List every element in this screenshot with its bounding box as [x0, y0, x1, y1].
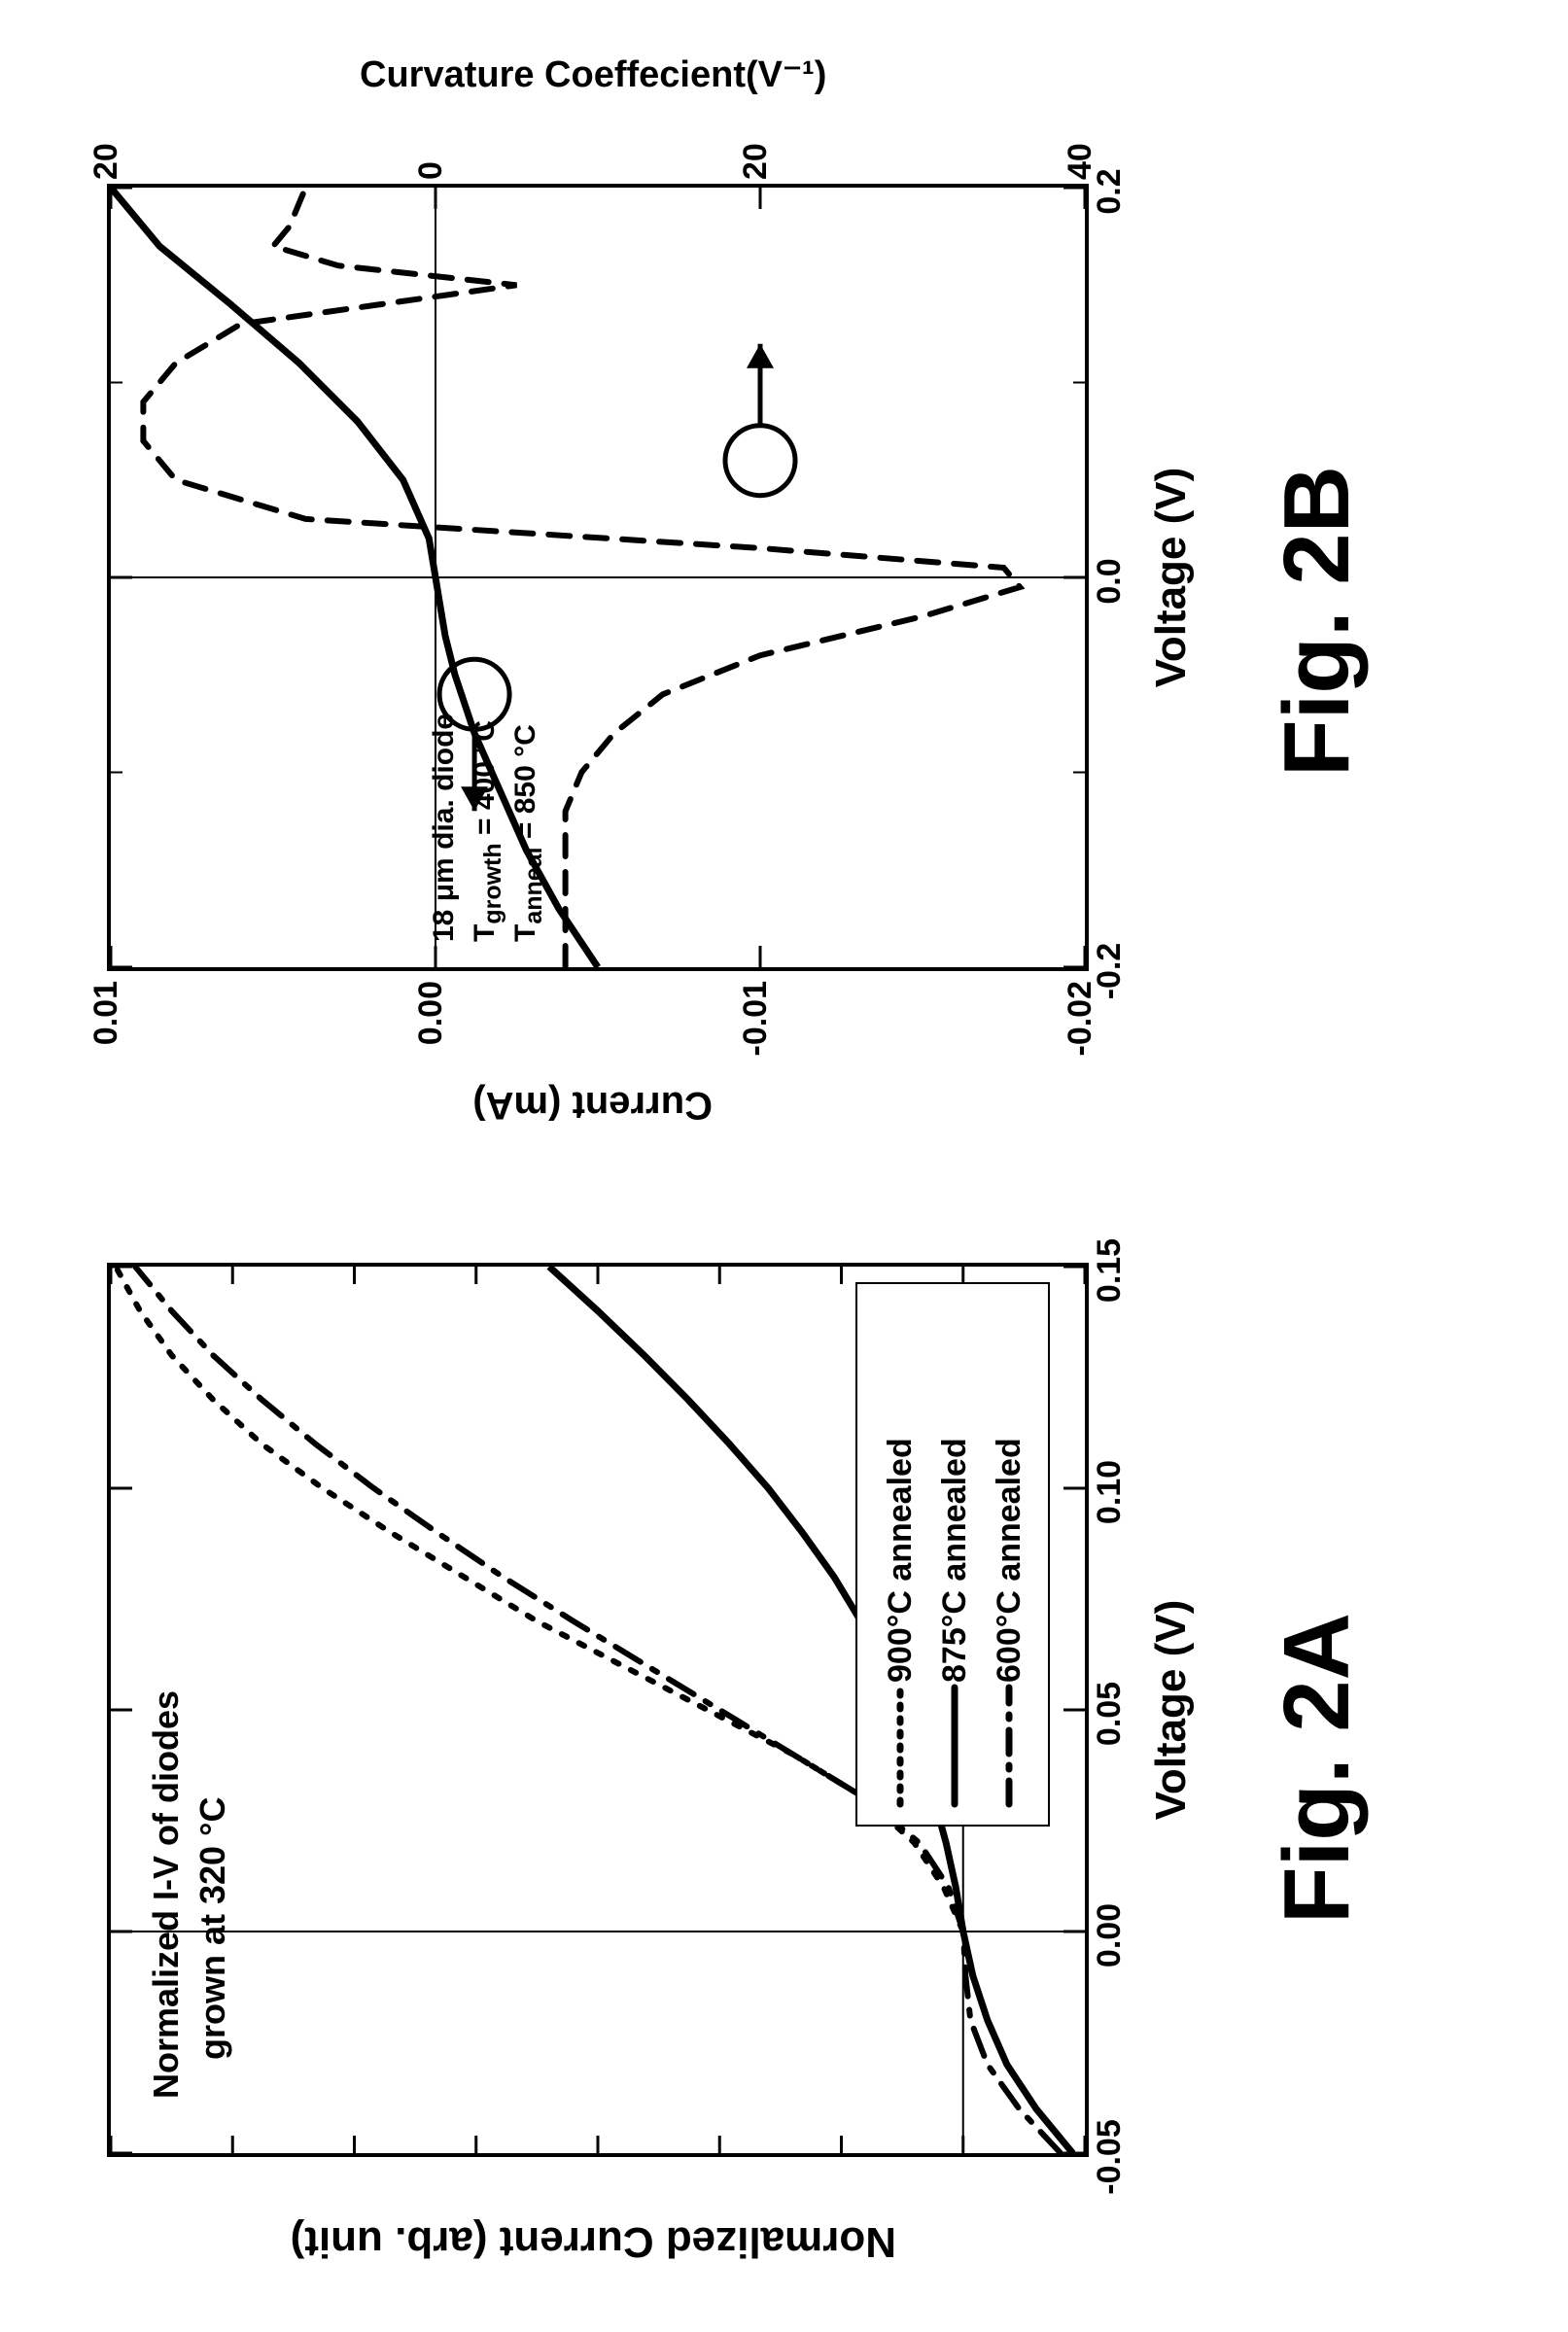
fig-2a-xlabel: Voltage (V) — [1147, 1263, 1196, 2157]
legend-row: 600°C annealed — [982, 1300, 1036, 1809]
fig-2b-note-line2: Tgrowth = 400 °C — [469, 720, 507, 942]
fig-2a-note-line1: Normalized I-V of diodes — [146, 1690, 187, 2099]
fig-2a-note-line2: grown at 320 °C — [192, 1797, 233, 2060]
fig-2a-ylabel: Normalized Current (arb. unit) — [156, 2217, 1030, 2266]
fig-2b-ytick-label-left: -0.01 — [737, 981, 775, 1078]
fig-2a-xtick-label: 0.10 — [1091, 1444, 1129, 1541]
fig-2b-panel — [107, 184, 1089, 971]
fig-2b-plot — [111, 188, 1085, 967]
fig-2a-xtick-label: 0.00 — [1091, 1887, 1129, 1984]
fig-2b-ytick-label-left: -0.02 — [1062, 981, 1099, 1078]
legend-label: 900°C annealed — [882, 1300, 920, 1683]
fig-2b-xlabel: Voltage (V) — [1147, 184, 1196, 971]
legend-row: 900°C annealed — [873, 1300, 927, 1809]
canvas-root: Normalized Current (arb. unit) Voltage (… — [0, 0, 1568, 2332]
fig-2b-ytick-label-left: 0.00 — [412, 981, 450, 1078]
legend-swatch — [935, 1683, 974, 1809]
fig-2b-ylabel-left: Current (mA) — [321, 1083, 865, 1127]
fig-2b-ytick-label-right: 20 — [737, 102, 775, 180]
legend-swatch — [881, 1683, 920, 1809]
fig-2b-note-line1: 18 μm dia. diode — [428, 714, 461, 942]
legend-swatch — [990, 1683, 1028, 1809]
fig-2a-legend: 900°C annealed 875°C annealed 600°C anneal… — [855, 1282, 1050, 1827]
fig-2b-ytick-label-right: 0 — [412, 102, 450, 180]
fig-2b-note-line3: Tanneal = 850 °C — [509, 724, 548, 942]
legend-label: 600°C annealed — [991, 1300, 1028, 1683]
legend-row: 875°C annealed — [927, 1300, 982, 1809]
fig-2b-ytick-label-left: 0.01 — [87, 981, 125, 1078]
fig-2a-label: Fig. 2A — [1264, 1613, 1371, 1924]
fig-2a-xtick-label: 0.05 — [1091, 1665, 1129, 1762]
fig-2a-xtick-label: 0.15 — [1091, 1222, 1129, 1319]
fig-2b-label: Fig. 2B — [1264, 466, 1371, 777]
fig-2b-ylabel-right: Curvature Coeffecient(V⁻¹) — [224, 53, 962, 96]
legend-label: 875°C annealed — [936, 1300, 974, 1683]
fig-2b-ytick-label-right: 40 — [1062, 102, 1099, 180]
fig-2a-xtick-label: -0.05 — [1091, 2108, 1129, 2206]
fig-2b-ytick-label-right: 20 — [87, 102, 125, 180]
fig-2b-xtick-label: 0.0 — [1091, 533, 1129, 630]
